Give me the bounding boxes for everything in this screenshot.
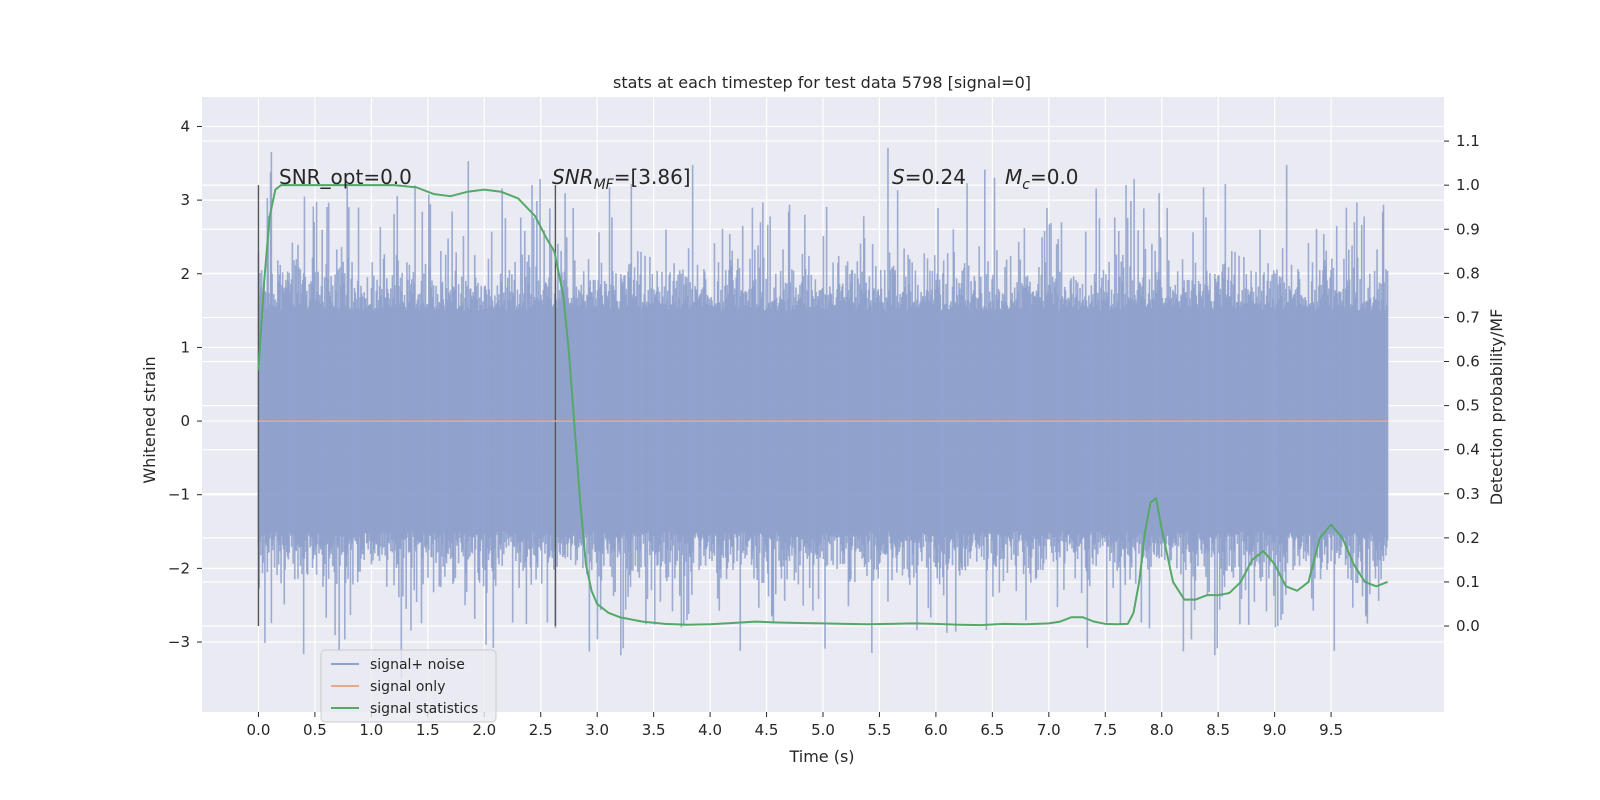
y-tick-label: 4 bbox=[180, 117, 190, 135]
y2-tick-label: 0.0 bbox=[1456, 617, 1480, 635]
x-tick-label: 3.5 bbox=[642, 721, 666, 739]
chart-title: stats at each timestep for test data 579… bbox=[613, 73, 1031, 92]
y2-tick-label: 0.5 bbox=[1456, 397, 1480, 415]
y2-tick-label: 0.8 bbox=[1456, 264, 1480, 282]
x-tick-label: 8.5 bbox=[1206, 721, 1230, 739]
y-tick-label: −2 bbox=[168, 559, 190, 577]
x-tick-label: 3.0 bbox=[585, 721, 609, 739]
x-tick-label: 1.5 bbox=[416, 721, 440, 739]
signal-statistics-line bbox=[257, 184, 1388, 627]
y2-tick-label: 1.1 bbox=[1456, 132, 1480, 150]
x-tick-label: 4.0 bbox=[698, 721, 722, 739]
x-tick-label: 8.0 bbox=[1150, 721, 1174, 739]
y-tick-label: −3 bbox=[168, 633, 190, 651]
y2-tick-label: 1.0 bbox=[1456, 176, 1480, 194]
x-tick-label: 9.0 bbox=[1263, 721, 1287, 739]
y2-tick-label: 0.4 bbox=[1456, 441, 1480, 459]
annotation-snr-mf: SNRMF=[3.86] bbox=[552, 165, 691, 193]
x-tick-label: 7.5 bbox=[1093, 721, 1117, 739]
x-axis-label: Time (s) bbox=[788, 747, 854, 766]
legend-label-signal-only: signal only bbox=[370, 679, 445, 695]
series-lines bbox=[257, 184, 1388, 627]
y-tick-label: 2 bbox=[180, 265, 190, 283]
legend-label-signal-statistics: signal statistics bbox=[370, 701, 478, 717]
x-tick-label: 0.5 bbox=[303, 721, 327, 739]
y2-axis-label: Detection probability/MF bbox=[1487, 309, 1506, 506]
annotation-snr-opt: SNR_opt=0.0 bbox=[279, 165, 412, 189]
y2-tick-label: 0.2 bbox=[1456, 529, 1480, 547]
y2-tick-label: 0.1 bbox=[1456, 573, 1480, 591]
x-tick-label: 7.0 bbox=[1037, 721, 1061, 739]
y-ticks: −3 −2 −1 0 1 2 3 4 bbox=[168, 117, 202, 651]
y-tick-label: 1 bbox=[180, 338, 190, 356]
x-tick-label: 4.5 bbox=[755, 721, 779, 739]
x-ticks: 0.0 0.5 1.0 1.5 2.0 2.5 3.0 3.5 4.0 4.5 5.0 5.5 6.0 6… bbox=[247, 712, 1343, 739]
y-tick-label: 0 bbox=[180, 412, 190, 430]
x-tick-label: 2.5 bbox=[529, 721, 553, 739]
y-tick-label: 3 bbox=[180, 191, 190, 209]
x-tick-label: 2.0 bbox=[472, 721, 496, 739]
x-tick-label: 0.0 bbox=[247, 721, 271, 739]
y2-tick-label: 0.3 bbox=[1456, 485, 1480, 503]
legend-box bbox=[320, 649, 497, 723]
annotation-mc: Mc=0.0 bbox=[1005, 165, 1079, 193]
x-tick-label: 1.0 bbox=[359, 721, 383, 739]
x-tick-label: 5.0 bbox=[811, 721, 835, 739]
x-tick-label: 6.5 bbox=[980, 721, 1004, 739]
signal-noise-trace bbox=[257, 147, 1389, 679]
y2-tick-label: 0.6 bbox=[1456, 353, 1480, 371]
annotation-s: S=0.24 bbox=[892, 165, 966, 189]
y-tick-label: −1 bbox=[168, 486, 190, 504]
y-axis-label: Whitened strain bbox=[140, 356, 159, 483]
x-tick-label: 6.0 bbox=[924, 721, 948, 739]
y2-ticks: 0.0 0.1 0.2 0.3 0.4 0.5 0.6 0.7 0.8 0.9 1.0 1.1 bbox=[1444, 132, 1480, 635]
legend: signal+ noise signal only signal statist… bbox=[320, 649, 497, 723]
y2-tick-label: 0.7 bbox=[1456, 308, 1480, 326]
legend-label-signal-noise: signal+ noise bbox=[370, 657, 465, 673]
x-tick-label: 9.5 bbox=[1319, 721, 1343, 739]
y2-tick-label: 0.9 bbox=[1456, 220, 1480, 238]
x-tick-label: 5.5 bbox=[868, 721, 892, 739]
